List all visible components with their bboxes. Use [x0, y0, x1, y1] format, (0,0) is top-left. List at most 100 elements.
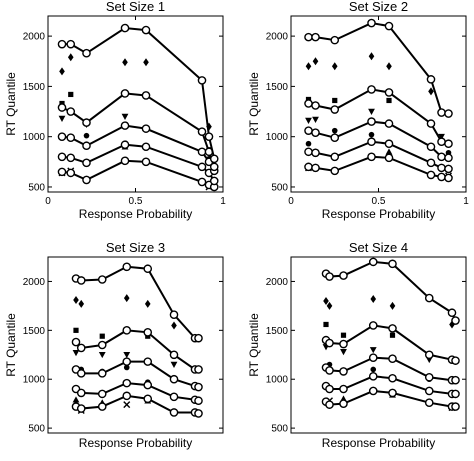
observed-point-triangle-down	[121, 113, 129, 120]
observed-point-diamond	[370, 295, 377, 304]
quantile-point	[204, 132, 214, 141]
y-tick-label: 2000	[266, 32, 289, 43]
quantile-point	[169, 408, 179, 417]
quantile-point	[76, 343, 86, 353]
quantile-point	[424, 372, 434, 382]
quantile-point	[325, 400, 334, 409]
y-tick-label: 1500	[23, 82, 46, 93]
observed-point-diamond	[305, 62, 312, 71]
quantile-line-5	[75, 265, 199, 340]
quantile-point	[194, 382, 203, 392]
quantile-point	[97, 402, 107, 411]
quantile-point	[143, 357, 153, 366]
x-tick-label: 0.5	[372, 196, 386, 207]
x-tick-label: 1	[463, 196, 469, 207]
quantile-point	[97, 389, 107, 399]
quantile-point	[66, 39, 76, 49]
quantile-line-5	[308, 22, 449, 115]
quantile-point	[330, 166, 340, 176]
quantile-point	[120, 140, 130, 150]
observed-point-triangle-down	[368, 108, 375, 115]
quantile-point	[197, 147, 207, 157]
chart-title: Set Size 2	[349, 0, 408, 14]
observed-point-square	[386, 97, 392, 104]
observed-point-diamond	[326, 301, 333, 310]
quantile-point	[325, 366, 334, 375]
quantile-point	[120, 89, 130, 98]
quantile-point	[71, 337, 81, 347]
quantile-point	[209, 154, 219, 164]
quantile-point	[122, 326, 132, 335]
x-tick-label: 0	[45, 196, 51, 207]
quantile-point	[437, 108, 446, 117]
observed-point-dot	[305, 140, 312, 147]
quantile-line-4	[61, 92, 216, 168]
quantile-point	[169, 392, 179, 402]
quantile-point	[97, 340, 107, 350]
quantile-point	[76, 404, 86, 413]
y-tick-label: 500	[271, 424, 288, 435]
observed-point-diamond	[331, 62, 338, 71]
y-tick-label: 1000	[23, 375, 46, 386]
y-tick-label: 1500	[23, 326, 46, 337]
quantile-point	[197, 127, 207, 136]
x-tick-label: 0	[288, 196, 294, 207]
plot-frame	[47, 256, 224, 434]
observed-point-x	[123, 401, 131, 409]
quantile-line-3	[308, 120, 449, 159]
quantile-point	[330, 35, 340, 45]
quantile-point	[444, 153, 453, 163]
quantile-point	[367, 137, 376, 147]
quantile-point	[368, 386, 378, 396]
chart-panel-3: Set Size 3 500 1000 1500 2000 Response Probab…	[4, 240, 224, 450]
quantile-point	[120, 121, 130, 130]
quantile-point	[437, 163, 446, 173]
y-axis-label: RT Quantile	[247, 72, 261, 136]
quantile-point	[426, 119, 436, 128]
observed-point-diamond	[73, 296, 79, 305]
quantile-point	[143, 327, 153, 337]
quantile-point	[368, 353, 378, 363]
quantile-point	[194, 409, 203, 418]
quantile-point	[304, 147, 313, 157]
quantile-point	[120, 23, 130, 33]
quantile-point	[444, 139, 453, 149]
observed-point-triangle-down	[72, 350, 80, 357]
chart-title: Set Size 1	[106, 0, 165, 14]
quantile-point	[367, 18, 376, 28]
quantile-point	[384, 153, 394, 163]
quantile-point	[82, 48, 91, 58]
quantile-point	[66, 107, 76, 116]
y-tick-label: 2000	[266, 277, 289, 288]
observed-point-triangle-down	[170, 361, 178, 368]
quantile-point	[311, 148, 320, 158]
quantile-point	[120, 156, 130, 166]
quantile-point	[426, 170, 436, 180]
quantile-point	[76, 388, 86, 398]
y-tick-label: 2000	[23, 32, 46, 43]
quantile-point	[451, 375, 460, 385]
observed-point-diamond	[312, 57, 319, 66]
quantile-point	[143, 380, 153, 390]
observed-point-diamond	[67, 53, 74, 62]
quantile-point	[141, 142, 151, 152]
observed-point-square	[340, 332, 347, 338]
quantile-point	[325, 272, 334, 281]
quantile-point	[451, 402, 460, 411]
quantile-point	[66, 153, 76, 163]
observed-point-diamond	[123, 294, 130, 303]
quantile-point	[339, 399, 348, 408]
quantile-point	[388, 354, 397, 363]
observed-point-square	[389, 332, 396, 338]
quantile-point	[444, 173, 453, 183]
quantile-point	[330, 105, 340, 114]
observed-point-square	[323, 321, 329, 328]
quantile-point	[311, 128, 320, 137]
quantile-point	[122, 357, 132, 366]
quantile-point	[304, 32, 313, 42]
chart-title: Set Size 3	[106, 240, 165, 255]
quantile-point	[194, 396, 203, 406]
quantile-point	[437, 172, 446, 182]
chart-panel-2: Set Size 2 500 1000 1500 2000 0 0.5 1 Response P…	[247, 0, 469, 221]
quantile-point	[424, 398, 434, 407]
